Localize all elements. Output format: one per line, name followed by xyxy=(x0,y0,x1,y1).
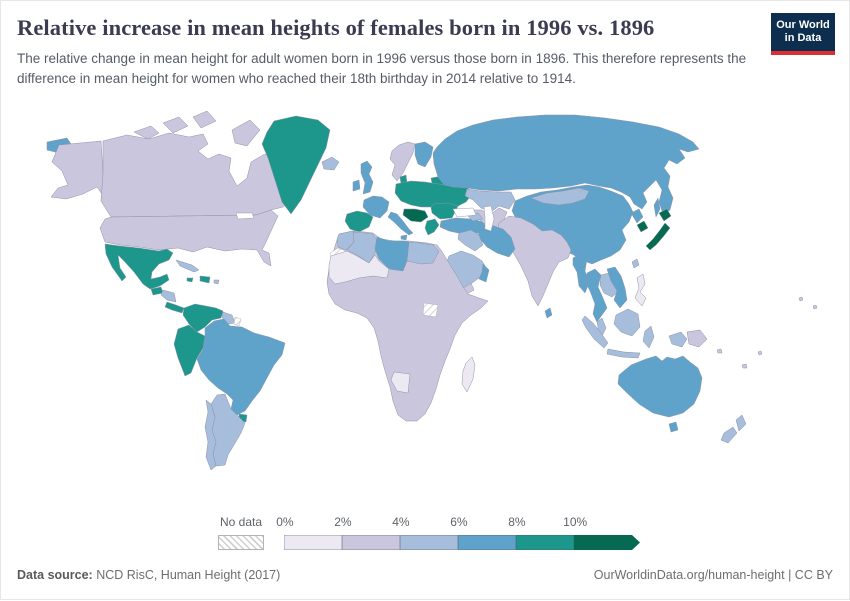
data-source: Data source: NCD RisC, Human Height (201… xyxy=(17,568,280,582)
owid-logo-line1: Our World xyxy=(776,19,830,31)
great-lakes xyxy=(235,212,255,220)
region-vietnam[interactable] xyxy=(606,266,628,309)
region-jamaica[interactable] xyxy=(186,277,194,283)
region-india-pakistan-afghanistan[interactable] xyxy=(497,215,572,307)
legend-bin-0-2[interactable] xyxy=(284,535,342,550)
region-myanmar[interactable] xyxy=(572,252,590,294)
owid-logo-line2: in Data xyxy=(784,32,822,44)
region-united-states[interactable] xyxy=(99,209,279,267)
region-tasmania[interactable] xyxy=(668,421,679,433)
region-costa-rica-panama[interactable] xyxy=(164,301,185,314)
legend-bin-8-10[interactable] xyxy=(516,535,574,550)
legend-tick-5: 10% xyxy=(563,515,588,529)
region-canadian-arctic-islands[interactable] xyxy=(133,110,261,147)
legend-tick-2: 4% xyxy=(392,515,410,529)
legend-tick-4: 8% xyxy=(508,515,526,529)
legend-bin-2-4[interactable] xyxy=(342,535,400,550)
region-hispaniola[interactable] xyxy=(199,275,211,284)
chart-footer: Data source: NCD RisC, Human Height (201… xyxy=(17,568,833,582)
region-united-kingdom[interactable] xyxy=(360,160,374,195)
region-borneo[interactable] xyxy=(613,308,641,337)
region-colombia-venezuela[interactable] xyxy=(182,303,224,333)
region-mongolia[interactable] xyxy=(530,187,590,206)
legend-bin-6-8[interactable] xyxy=(458,535,516,550)
region-west-papua[interactable] xyxy=(668,331,688,348)
owid-logo[interactable]: Our World in Data xyxy=(771,13,835,55)
region-namibia-botswana[interactable] xyxy=(390,371,411,394)
region-greece[interactable] xyxy=(424,218,440,236)
region-ecuador-peru[interactable] xyxy=(173,324,206,377)
legend-color-bar xyxy=(284,535,640,550)
region-egypt[interactable] xyxy=(406,241,440,265)
region-kazakhstan[interactable] xyxy=(464,188,516,213)
region-brazil-bolivia[interactable] xyxy=(196,318,286,416)
caspian-sea xyxy=(483,205,495,232)
page-title: Relative increase in mean heights of fem… xyxy=(17,15,655,40)
region-norway-sweden[interactable] xyxy=(389,141,416,182)
region-iceland[interactable] xyxy=(321,156,340,171)
region-taiwan[interactable] xyxy=(631,258,640,269)
data-source-text: NCD RisC, Human Height (2017) xyxy=(92,568,281,582)
region-oman[interactable] xyxy=(478,263,490,283)
legend-tick-0: 0% xyxy=(276,515,294,529)
region-new-zealand[interactable] xyxy=(720,414,747,444)
region-north-korea[interactable] xyxy=(630,208,644,224)
region-papua-new-guinea[interactable] xyxy=(686,329,708,348)
region-balkans[interactable] xyxy=(402,208,429,223)
region-finland[interactable] xyxy=(414,141,434,168)
region-honduras-nicaragua[interactable] xyxy=(160,289,177,303)
region-puerto-rico[interactable] xyxy=(213,279,220,285)
region-sumatra[interactable] xyxy=(581,315,609,349)
region-madagascar[interactable] xyxy=(461,356,476,393)
region-russia[interactable] xyxy=(432,114,700,215)
region-italy[interactable] xyxy=(387,211,414,241)
legend-bin-4-6[interactable] xyxy=(400,535,458,550)
region-sakhalin[interactable] xyxy=(653,197,661,218)
region-mexico[interactable] xyxy=(104,243,174,290)
legend-no-data-swatch[interactable] xyxy=(218,535,264,550)
region-south-korea[interactable] xyxy=(636,220,649,233)
region-algeria[interactable] xyxy=(346,231,378,264)
region-spain-portugal[interactable] xyxy=(344,210,374,233)
region-australia[interactable] xyxy=(617,355,703,418)
chart-header: Relative increase in mean heights of fem… xyxy=(17,14,762,88)
region-japan[interactable] xyxy=(645,208,672,251)
region-south-sudan[interactable] xyxy=(422,302,439,318)
region-java[interactable] xyxy=(606,348,641,359)
owid-citation-link[interactable]: OurWorldinData.org/human-height | CC BY xyxy=(593,568,833,582)
region-chile[interactable] xyxy=(204,399,217,471)
region-libya[interactable] xyxy=(374,236,410,272)
legend-tick-1: 2% xyxy=(334,515,352,529)
region-germany-poland-ukraine[interactable] xyxy=(394,180,473,210)
legend-tick-3: 6% xyxy=(450,515,468,529)
region-greenland[interactable] xyxy=(261,115,331,215)
region-africa[interactable] xyxy=(326,230,489,422)
legend-bin-10-plus[interactable] xyxy=(574,535,640,550)
region-french-guiana[interactable] xyxy=(233,316,242,327)
region-iran[interactable] xyxy=(476,224,516,258)
region-mauritania-mali-niger[interactable] xyxy=(328,250,390,285)
region-france[interactable] xyxy=(362,195,390,219)
region-pacific-islands[interactable] xyxy=(716,296,818,369)
data-source-label: Data source: xyxy=(17,568,93,582)
legend-no-data-label: No data xyxy=(219,515,263,529)
region-philippines[interactable] xyxy=(634,273,647,307)
region-sulawesi[interactable] xyxy=(642,325,655,349)
region-romania-bulgaria[interactable] xyxy=(430,202,459,220)
region-cuba[interactable] xyxy=(175,259,200,273)
region-iraq-syria[interactable] xyxy=(457,229,484,252)
chart-subtitle: The relative change in mean height for a… xyxy=(17,51,747,86)
region-sri-lanka[interactable] xyxy=(544,307,553,319)
region-ireland[interactable] xyxy=(352,179,361,192)
black-sea xyxy=(452,207,477,218)
